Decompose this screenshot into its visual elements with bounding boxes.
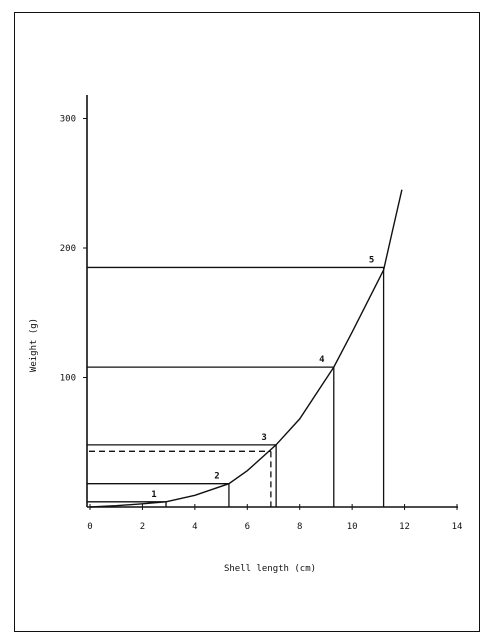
axes bbox=[83, 95, 458, 510]
y-tick-label: 100 bbox=[60, 374, 76, 384]
marker-labels: 1 2 3 4 5 bbox=[151, 255, 374, 499]
marker-label: 2 bbox=[214, 472, 219, 482]
dashed-reference-lines bbox=[89, 450, 272, 507]
x-tick-label: 6 bbox=[245, 522, 250, 532]
y-tick-label: 200 bbox=[60, 244, 76, 254]
marker-label: 4 bbox=[319, 355, 325, 365]
marker-guide-lines bbox=[87, 266, 385, 507]
x-axis-label: Shell length (cm) bbox=[224, 564, 316, 574]
x-tick-label: 12 bbox=[399, 522, 410, 532]
marker-label: 3 bbox=[261, 433, 266, 443]
marker-label: 1 bbox=[151, 490, 156, 500]
x-tick-label: 10 bbox=[347, 522, 358, 532]
growth-curve bbox=[89, 189, 403, 508]
x-tick-label: 2 bbox=[140, 522, 145, 532]
figure-frame bbox=[14, 12, 480, 632]
x-tick-label: 4 bbox=[192, 522, 197, 532]
x-tick-label: 8 bbox=[297, 522, 302, 532]
y-axis-label: Weight (g) bbox=[29, 318, 39, 372]
y-tick-label: 300 bbox=[60, 115, 76, 125]
x-tick-label: 0 bbox=[87, 522, 92, 532]
x-tick-label: 14 bbox=[452, 522, 463, 532]
marker-label: 5 bbox=[369, 255, 374, 265]
